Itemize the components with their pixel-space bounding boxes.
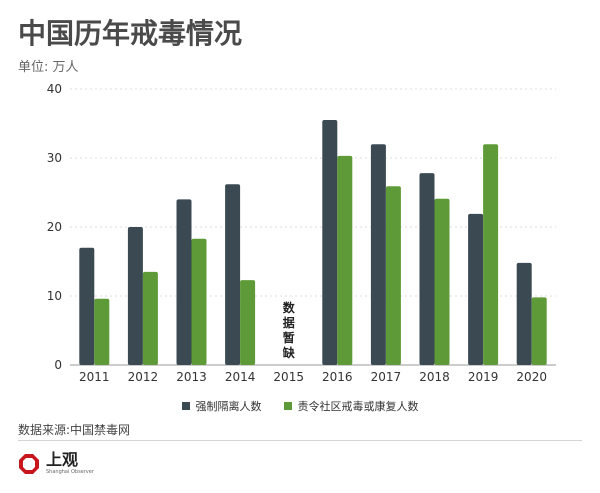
y-tick-label: 0	[54, 358, 62, 372]
chart-unit: 单位: 万人	[18, 60, 79, 75]
x-tick-label: 2018	[419, 370, 450, 384]
x-tick-label: 2019	[468, 370, 499, 384]
legend-item-series-2: 责令社区戒毒或康复人数	[283, 398, 419, 414]
x-tick-label: 2011	[79, 370, 110, 384]
x-tick-label: 2014	[225, 370, 256, 384]
x-tick-label: 2015	[273, 370, 304, 384]
x-tick-label: 2020	[516, 370, 547, 384]
chart-title: 中国历年戒毒情况	[18, 17, 243, 50]
bar-series-2	[483, 144, 499, 365]
y-tick-label: 10	[47, 289, 62, 303]
bar-series-2	[337, 155, 353, 365]
bar-chart: 0 10 20 30 40 2011 2012 2013 2014 2015 2016 2017 201…	[47, 82, 556, 384]
bar-series-2	[191, 238, 207, 365]
bar-series-2	[531, 297, 547, 365]
y-tick-label: 30	[47, 151, 62, 165]
legend-swatch-series-1	[181, 402, 190, 410]
x-tick-label: 2016	[322, 370, 353, 384]
bar-series-1	[127, 227, 143, 365]
legend-label-series-2: 责令社区戒毒或康复人数	[297, 400, 419, 413]
legend-label-series-1: 强制隔离人数	[195, 400, 262, 413]
x-tick-label: 2012	[128, 370, 159, 384]
bar-series-1	[468, 213, 484, 365]
bar-series-1	[225, 184, 241, 365]
bar-series-2	[94, 298, 110, 365]
legend-swatch-series-2	[283, 402, 292, 410]
x-tick-label: 2013	[176, 370, 207, 384]
bar-series-2	[240, 280, 256, 365]
publisher-logo: 上观 Shanghai Observer	[18, 452, 94, 475]
missing-data-annotation: 数据暂缺	[283, 300, 296, 360]
octagon-logo-icon	[19, 453, 39, 474]
data-source: 数据来源:中国禁毒网	[18, 423, 131, 437]
legend-item-series-1: 强制隔离人数	[181, 398, 262, 414]
y-tick-label: 20	[47, 220, 62, 234]
legend: 强制隔离人数 责令社区戒毒或康复人数	[0, 398, 600, 414]
bar-series-1	[79, 247, 95, 365]
footer-divider	[18, 440, 582, 441]
bar-series-1	[322, 120, 338, 365]
logo-english-text: Shanghai Observer	[46, 469, 94, 475]
bar-series-2	[434, 198, 450, 365]
x-tick-label: 2017	[371, 370, 402, 384]
bar-series-2	[142, 271, 158, 365]
logo-chinese-text: 上观	[46, 450, 79, 469]
y-tick-label: 40	[47, 82, 62, 96]
bar-series-1	[176, 199, 192, 365]
bar-series-1	[419, 173, 435, 365]
bar-series-2	[385, 186, 401, 365]
bar-series-1	[516, 262, 532, 365]
bar-series-1	[370, 144, 386, 365]
